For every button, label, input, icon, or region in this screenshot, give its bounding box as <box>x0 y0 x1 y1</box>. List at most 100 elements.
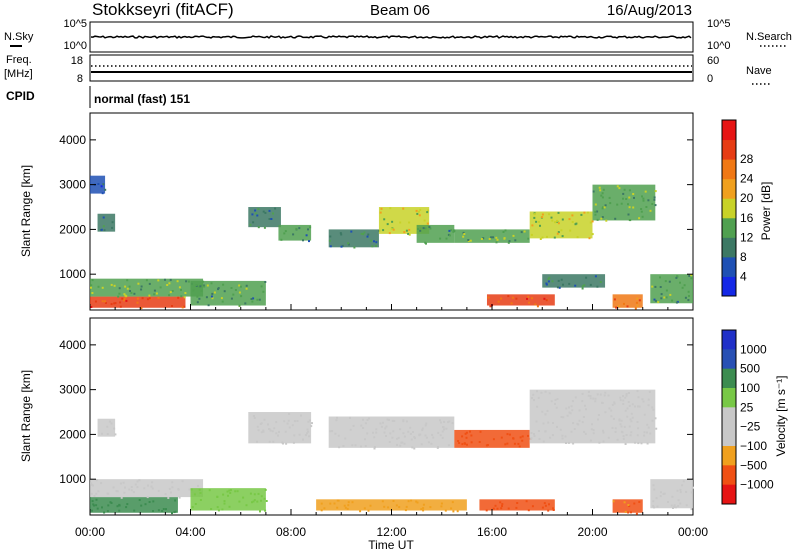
velocity-speckle <box>561 437 564 440</box>
velocity-speckle <box>362 427 365 429</box>
power-speckle <box>195 284 198 286</box>
velocity-speckle <box>637 396 640 399</box>
velocity-speckle <box>134 483 137 486</box>
time-tick-label: 12:00 <box>376 525 406 539</box>
velocity-speckle <box>364 445 367 447</box>
velocity-speckle <box>540 391 543 394</box>
velocity-speckle <box>288 413 291 415</box>
velocity-speckle <box>638 501 641 503</box>
velocity-speckle <box>655 497 658 500</box>
power-speckle <box>392 228 395 231</box>
velocity-speckle <box>640 442 643 445</box>
velocity-speckle <box>253 417 256 419</box>
power-speckle <box>632 193 635 195</box>
velocity-speckle <box>442 426 445 429</box>
velocity-speckle <box>548 392 551 395</box>
velocity-speckle <box>636 390 639 393</box>
velocity-speckle <box>652 484 655 487</box>
power-speckle <box>556 232 559 235</box>
power-speckle <box>623 188 626 191</box>
velocity-speckle <box>122 481 125 484</box>
power-colorbar-frame <box>721 119 737 297</box>
power-speckle <box>379 211 382 214</box>
power-speckle <box>270 218 273 220</box>
power-speckle <box>157 279 160 282</box>
velocity-speckle <box>630 431 633 434</box>
velocity-speckle <box>311 422 313 425</box>
power-speckle <box>533 213 536 216</box>
velocity-speckle <box>381 500 384 503</box>
power-speckle <box>203 285 206 288</box>
velocity-speckle <box>164 493 167 496</box>
velocity-speckle <box>143 487 146 490</box>
velocity-speckle <box>260 495 263 498</box>
velocity-speckle <box>612 417 615 420</box>
velocity-speckle <box>113 427 116 430</box>
power-speckle <box>675 301 678 304</box>
velocity-speckle <box>578 419 581 422</box>
power-colorbar-segment <box>722 256 736 277</box>
velocity-speckle <box>167 497 170 499</box>
velocity-speckle <box>622 403 625 405</box>
velocity-speckle <box>304 434 307 437</box>
velocity-speckle <box>369 504 372 507</box>
velocity-speckle <box>624 443 627 445</box>
velocity-speckle <box>281 441 284 444</box>
power-speckle <box>585 276 588 279</box>
velocity-speckle <box>614 427 617 430</box>
velocity-speckle <box>654 417 657 420</box>
power-speckle <box>251 300 254 303</box>
power-speckle <box>581 285 584 288</box>
velocity-speckle <box>360 424 363 427</box>
power-speckle <box>687 299 690 302</box>
velocity-speckle <box>653 506 656 509</box>
velocity-speckle <box>599 393 602 396</box>
power-speckle <box>111 226 114 229</box>
power-speckle <box>123 297 126 300</box>
velocity-speckle <box>561 434 564 437</box>
velocity-speckle <box>554 398 557 401</box>
velocity-speckle <box>567 441 570 444</box>
velocity-speckle <box>323 507 326 510</box>
velocity-speckle <box>585 408 587 411</box>
velocity-speckle <box>628 404 631 407</box>
velocity-speckle <box>643 413 646 416</box>
power-speckle <box>386 223 389 226</box>
power-speckle <box>571 221 574 223</box>
velocity-speckle <box>652 408 655 411</box>
velocity-speckle <box>679 502 682 505</box>
velocity-speckle <box>508 433 511 436</box>
velocity-speckle <box>612 500 615 503</box>
velocity-speckle <box>168 487 171 490</box>
velocity-panel: 1000 2000 3000 4000 <box>59 317 694 516</box>
velocity-speckle <box>584 432 587 435</box>
power-speckle <box>187 280 190 283</box>
velocity-speckle <box>594 397 597 400</box>
velocity-speckle <box>543 502 546 505</box>
power-speckle <box>489 305 492 308</box>
velocity-speckle <box>574 396 577 399</box>
velocity-speckle <box>120 496 123 499</box>
velocity-speckle <box>228 489 231 492</box>
power-speckle <box>580 213 583 216</box>
power-speckle <box>623 302 625 305</box>
nsearch-tick-top: 10^5 <box>707 18 731 30</box>
power-speckle <box>690 274 693 277</box>
power-speckle <box>140 285 143 288</box>
velocity-speckle <box>138 479 141 482</box>
velocity-speckle <box>197 484 199 487</box>
power-speckle <box>638 299 641 302</box>
velocity-speckle <box>619 399 622 402</box>
velocity-speckle <box>431 433 434 436</box>
velocity-speckle <box>407 500 410 503</box>
velocity-speckle <box>275 421 278 424</box>
velocity-speckle <box>228 505 231 508</box>
velocity-speckle <box>336 506 339 509</box>
velocity-speckle <box>336 499 339 502</box>
power-region <box>97 213 116 232</box>
y-tick-label: 4000 <box>59 133 86 147</box>
velocity-speckle <box>275 432 278 435</box>
velocity-speckle <box>95 492 98 495</box>
velocity-speckle <box>629 418 632 421</box>
power-speckle <box>328 239 331 242</box>
